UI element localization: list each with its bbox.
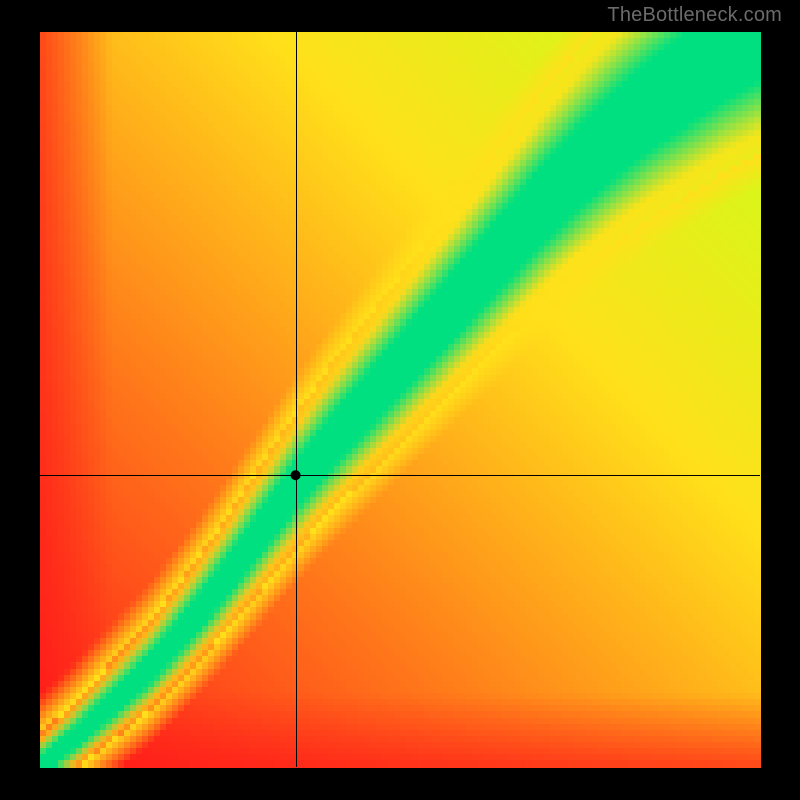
bottleneck-heatmap — [0, 0, 800, 800]
watermark-text: TheBottleneck.com — [607, 4, 782, 27]
